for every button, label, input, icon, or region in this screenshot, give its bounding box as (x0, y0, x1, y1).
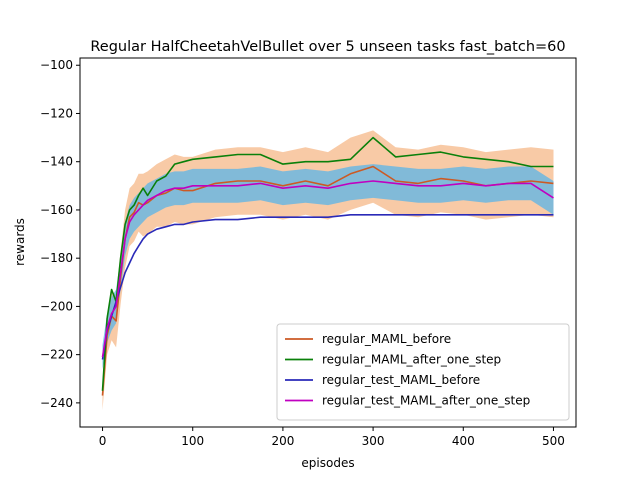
series-line-regular_test_MAML_before (101, 214, 554, 360)
y-tick-label: −180 (40, 251, 73, 265)
series-line-regular_test_MAML_after_one_step (101, 180, 554, 358)
y-axis: −240 −220 −200 −180 −160 −140 −120 −100 (40, 58, 80, 410)
series-lines (101, 136, 554, 396)
chart-title: Regular HalfCheetahVelBullet over 5 unse… (90, 39, 565, 55)
x-tick-label: 400 (452, 434, 475, 448)
y-tick-label: −140 (40, 155, 73, 169)
x-tick-label: 100 (181, 434, 204, 448)
legend-label-regular_MAML_after_one_step: regular_MAML_after_one_step (322, 353, 501, 367)
legend-label-regular_test_MAML_after_one_step: regular_test_MAML_after_one_step (322, 394, 530, 408)
y-tick-label: −220 (40, 348, 73, 362)
variance-bands (102, 130, 554, 411)
x-tick-label: 200 (271, 434, 294, 448)
y-tick-label: −100 (40, 58, 73, 72)
y-tick-label: −240 (40, 396, 73, 410)
legend-label-regular_test_MAML_before: regular_test_MAML_before (322, 373, 480, 387)
x-axis-label: episodes (301, 456, 354, 470)
legend-box (276, 323, 570, 421)
plot-frame (79, 57, 577, 428)
y-tick-label: −160 (40, 203, 73, 217)
series-line-regular_MAML_after_one_step (101, 136, 554, 391)
x-tick-label: 300 (362, 434, 385, 448)
x-tick-label: 500 (542, 434, 565, 448)
legend: regular_MAML_before regular_MAML_after_on… (276, 323, 570, 421)
legend-label-regular_MAML_before: regular_MAML_before (322, 332, 451, 346)
y-axis-label: rewards (13, 218, 27, 266)
x-tick-label: 0 (99, 434, 107, 448)
band-regular_test_MAML_after_one_step (102, 164, 554, 370)
y-tick-label: −120 (40, 106, 73, 120)
x-axis: 0 100 200 300 400 500 (99, 427, 565, 448)
y-tick-label: −200 (40, 299, 73, 313)
